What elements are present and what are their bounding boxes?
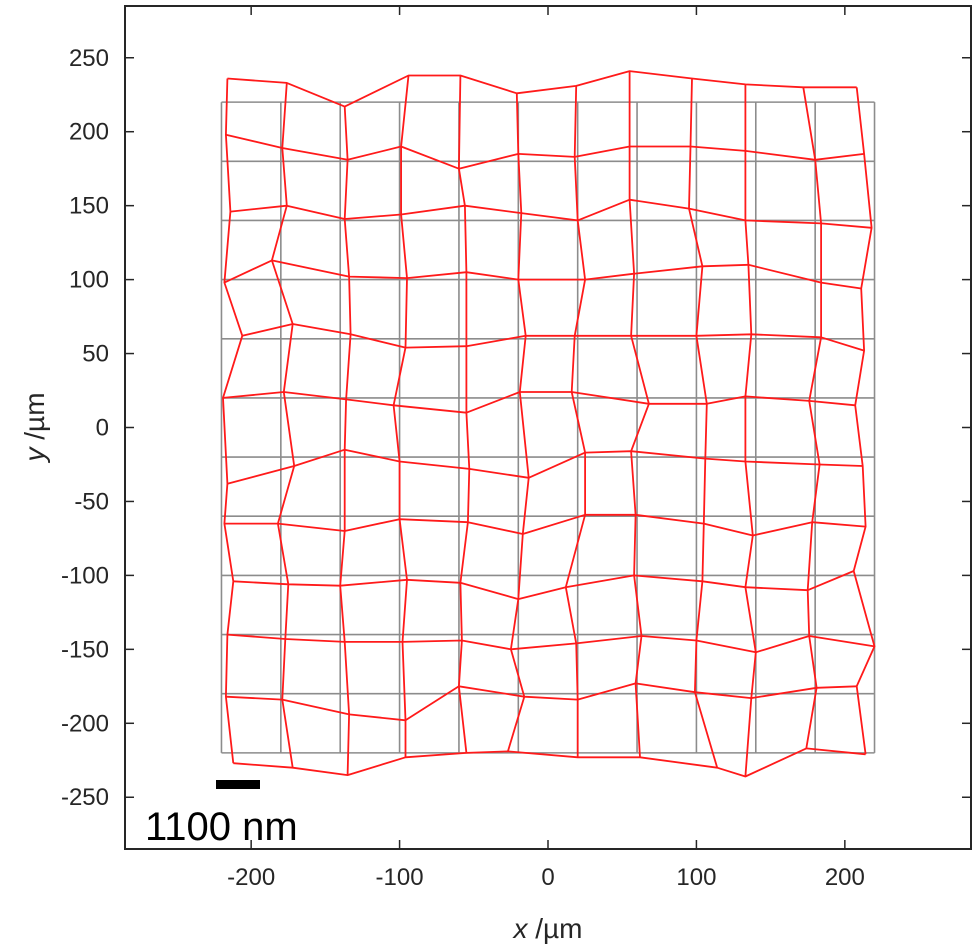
deformed-column-line [852, 87, 876, 755]
x-axis-ticks: -200 -100 0 100 200 [227, 6, 865, 891]
y-tick-label: 100 [69, 267, 109, 294]
deformed-row-line [225, 682, 857, 722]
y-axis-label: y /µm [19, 392, 50, 463]
deformed-column-line [507, 93, 530, 752]
deformed-row-line [233, 570, 855, 600]
deformed-row-line [227, 70, 857, 108]
deformed-column-line [802, 87, 822, 749]
x-tick-label: -200 [227, 864, 275, 891]
x-axis-label: x /µm [511, 913, 582, 944]
scale-bar [216, 780, 260, 789]
x-tick-label: 0 [541, 864, 554, 891]
y-tick-label: 50 [82, 341, 109, 368]
deformed-column-line [222, 78, 244, 764]
deformed-column-line [628, 71, 650, 758]
x-tick-label: 100 [676, 864, 716, 891]
y-tick-label: 200 [69, 119, 109, 146]
scale-bar-label: 1100 nm [145, 805, 298, 849]
deformed-column-line [564, 85, 586, 758]
deformed-row-line [233, 747, 866, 778]
deformed-row-line [224, 513, 866, 537]
x-tick-label: -100 [376, 864, 424, 891]
x-tick-label: 200 [825, 864, 865, 891]
y-tick-label: -50 [74, 488, 109, 515]
deformed-column-line [392, 75, 410, 758]
y-axis-ticks: 250 200 150 100 50 0 -50 -100 -150 -200 -250 [61, 45, 971, 811]
y-tick-label: -250 [61, 784, 109, 811]
y-tick-label: 250 [69, 45, 109, 72]
deformed-column-line [270, 82, 296, 768]
y-tick-label: -200 [61, 710, 109, 737]
deformed-row-line [227, 448, 863, 485]
deformed-column-line [688, 78, 719, 768]
deformed-grid [222, 70, 876, 778]
deformed-row-line [230, 198, 872, 229]
deformed-row-line [227, 633, 875, 654]
y-tick-label: -150 [61, 636, 109, 663]
deformed-column-line [457, 75, 471, 754]
y-tick-label: 0 [96, 415, 109, 442]
y-tick-label: -100 [61, 562, 109, 589]
deformed-column-line [339, 106, 352, 776]
deformed-row-line [224, 259, 862, 290]
deformed-column-line [744, 84, 757, 777]
deformed-row-line [222, 391, 856, 414]
deformed-row-line [242, 323, 865, 352]
deformed-row-line [225, 133, 865, 170]
y-tick-label: 150 [69, 193, 109, 220]
